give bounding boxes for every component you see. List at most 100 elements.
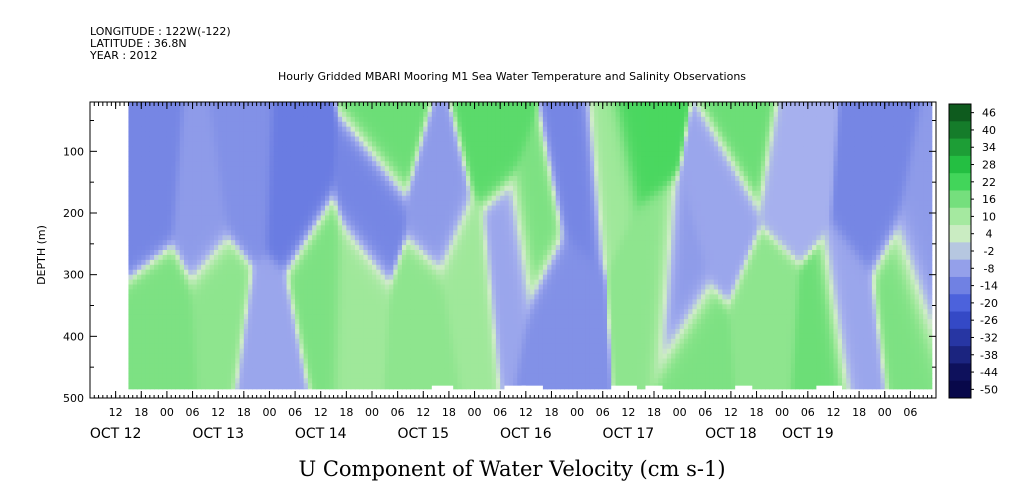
heatmap-cell: [141, 363, 147, 369]
heatmap-cell: [423, 343, 429, 350]
heatmap-cell: [222, 294, 228, 300]
heatmap-cell: [235, 230, 241, 236]
heatmap-cell: [363, 254, 369, 261]
heatmap-cell: [145, 348, 151, 355]
heatmap-cell: [363, 250, 369, 256]
heatmap-cell: [231, 254, 236, 261]
heatmap-cell: [171, 314, 177, 320]
heatmap-cell: [466, 373, 471, 379]
heatmap-cell: [423, 185, 429, 192]
heatmap-cell: [389, 373, 394, 379]
heatmap-cell: [179, 343, 185, 350]
heatmap-cell: [179, 215, 185, 221]
heatmap-cell: [427, 254, 433, 261]
heatmap-cell: [325, 106, 330, 113]
heatmap-cell: [380, 333, 386, 340]
heatmap-cell: [239, 126, 245, 133]
heatmap-cell: [325, 259, 330, 266]
heatmap-cell: [337, 106, 343, 113]
heatmap-cell: [256, 126, 262, 133]
heatmap-cell: [380, 151, 386, 157]
heatmap-cell: [453, 388, 459, 390]
heatmap-cell: [201, 210, 206, 217]
heatmap-cell: [192, 235, 198, 241]
heatmap-cell: [350, 240, 356, 246]
heatmap-cell: [201, 348, 206, 355]
heatmap-cell: [196, 324, 202, 330]
heatmap-cell: [346, 240, 352, 246]
heatmap-cell: [333, 171, 339, 177]
heatmap-cell: [448, 289, 454, 295]
heatmap-cell: [312, 368, 318, 374]
heatmap-cell: [329, 240, 335, 246]
heatmap-cell: [303, 111, 309, 118]
heatmap-cell: [265, 225, 271, 231]
heatmap-cell: [179, 294, 185, 300]
heatmap-cell: [423, 240, 429, 246]
heatmap-cell: [359, 205, 365, 212]
heatmap-cell: [196, 185, 202, 192]
heatmap-cell: [474, 136, 480, 143]
heatmap-cell: [243, 358, 249, 365]
heatmap-cell: [154, 299, 159, 305]
heatmap-cell: [372, 126, 377, 133]
heatmap-cell: [248, 161, 253, 167]
heatmap-cell: [453, 116, 459, 123]
heatmap-cell: [137, 121, 142, 128]
heatmap-cell: [325, 368, 330, 374]
heatmap-cell: [363, 264, 369, 271]
heatmap-cell: [137, 319, 142, 325]
heatmap-cell: [453, 185, 459, 192]
heatmap-cell: [354, 121, 360, 128]
heatmap-cell: [205, 225, 211, 231]
heatmap-cell: [137, 146, 142, 152]
heatmap-cell: [265, 363, 271, 369]
heatmap-cell: [248, 121, 253, 128]
heatmap-cell: [235, 333, 241, 340]
heatmap-cell: [393, 358, 399, 365]
heatmap-cell: [137, 378, 142, 384]
heatmap-cell: [354, 141, 360, 147]
heatmap-cell: [474, 324, 480, 330]
heatmap-cell: [384, 146, 390, 152]
heatmap-cell: [265, 358, 271, 365]
heatmap-cell: [389, 106, 394, 113]
heatmap-cell: [239, 294, 245, 300]
heatmap-cell: [149, 245, 155, 251]
heatmap-cell: [137, 279, 142, 286]
heatmap-cell: [448, 284, 454, 291]
heatmap-cell: [457, 126, 463, 133]
heatmap-cell: [132, 368, 138, 374]
heatmap-cell: [205, 294, 211, 300]
heatmap-cell: [372, 368, 377, 374]
heatmap-cell: [290, 373, 296, 379]
heatmap-cell: [260, 106, 266, 113]
heatmap-cell: [414, 245, 420, 251]
heatmap-cell: [303, 289, 309, 295]
heatmap-cell: [184, 171, 189, 177]
heatmap-cell: [196, 254, 202, 261]
heatmap-cell: [372, 289, 377, 295]
heatmap-cell: [312, 324, 318, 330]
heatmap-cell: [149, 111, 155, 118]
heatmap-cell: [158, 156, 164, 162]
heatmap-cell: [256, 333, 262, 340]
heatmap-cell: [406, 353, 412, 360]
heatmap-cell: [256, 176, 262, 182]
heatmap-cell: [299, 185, 305, 192]
heatmap-cell: [419, 254, 424, 261]
heatmap-cell: [329, 264, 335, 271]
heatmap-cell: [354, 368, 360, 374]
heatmap-cell: [166, 230, 172, 236]
heatmap-cell: [299, 156, 305, 162]
heatmap-cell: [453, 254, 459, 261]
heatmap-cell: [307, 274, 313, 281]
heatmap-cell: [235, 279, 241, 286]
heatmap-cell: [414, 338, 420, 345]
heatmap-cell: [184, 309, 189, 315]
heatmap-cell: [419, 176, 424, 182]
heatmap-cell: [290, 304, 296, 310]
heatmap-cell: [483, 106, 488, 113]
heatmap-cell: [265, 185, 271, 192]
heatmap-cell: [226, 151, 232, 157]
